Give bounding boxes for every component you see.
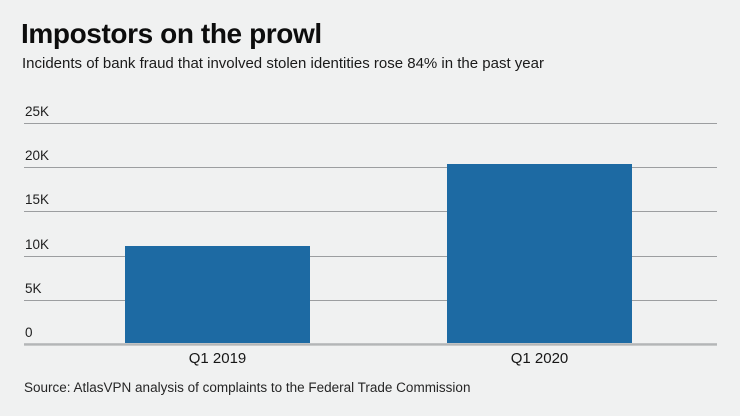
y-tick-label: 5K [25, 280, 42, 296]
bar-q1-2020 [447, 164, 632, 343]
y-tick-label: 15K [25, 192, 50, 208]
gridline [24, 255, 717, 257]
x-axis-line [24, 343, 717, 346]
x-tick-label: Q1 2020 [510, 350, 569, 367]
gridline [24, 167, 717, 169]
gridline [24, 211, 717, 213]
chart-subtitle: Incidents of bank fraud that involved st… [22, 55, 544, 72]
gridline [24, 123, 717, 124]
y-tick-label: 20K [25, 148, 50, 164]
bar-q1-2019 [125, 245, 310, 343]
y-tick-label: 10K [25, 236, 50, 252]
gridline [24, 299, 717, 301]
y-tick-label: 25K [25, 104, 50, 119]
plot-area: 0 5K 10K 15K 20K 25K Q1 2019 Q1 2020 [24, 104, 717, 367]
chart-title: Impostors on the prowl [21, 18, 322, 49]
source-note: Source: AtlasVPN analysis of complaints … [24, 380, 471, 395]
y-tick-label: 0 [25, 325, 33, 340]
x-tick-label: Q1 2019 [188, 350, 247, 367]
